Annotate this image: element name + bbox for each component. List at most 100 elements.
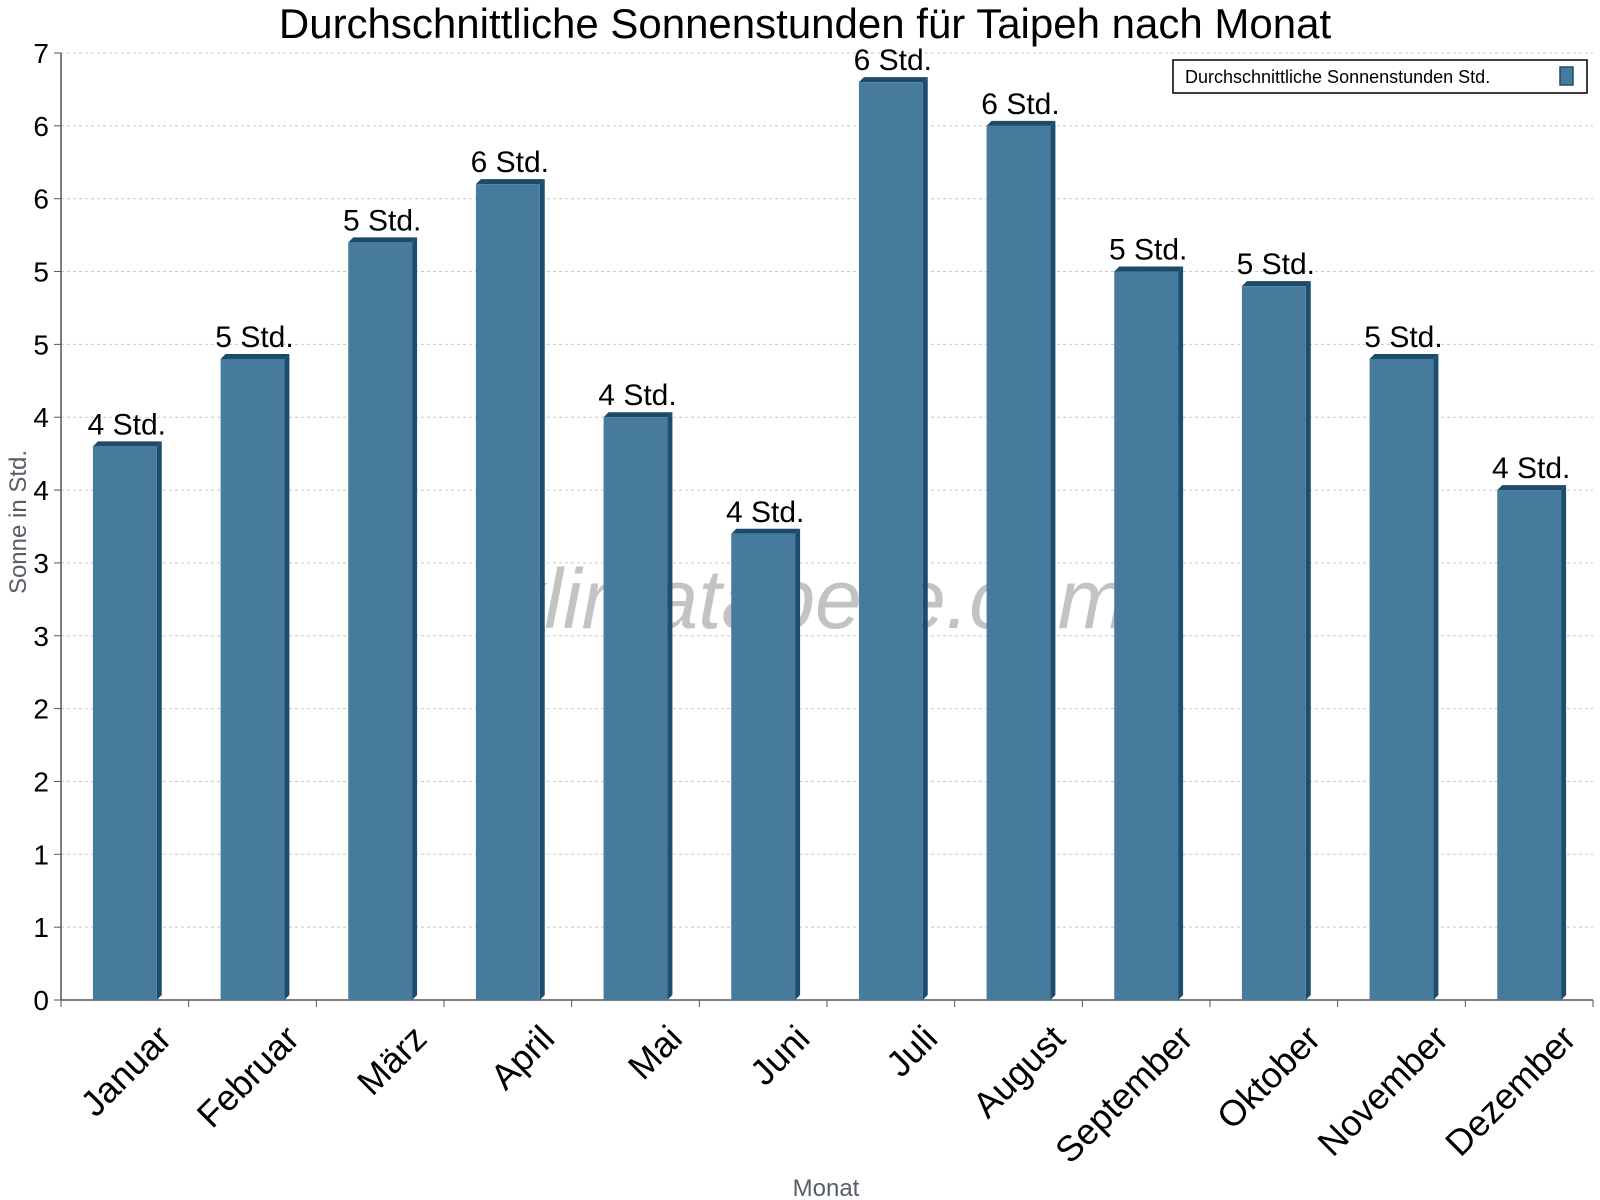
x-tick-label: November: [1309, 1017, 1455, 1163]
y-tick-labels: 0 1 1 2 2 3 3 4 4 5 5 6 6 7: [33, 38, 49, 1016]
chart-title: Durchschnittliche Sonnenstunden für Taip…: [279, 0, 1332, 47]
legend-label: Durchschnittliche Sonnenstunden Std.: [1185, 67, 1490, 87]
x-tick-labels: Januar Februar März April Mai Juni Juli AugustS…: [72, 1017, 1583, 1171]
y-tick-label: 2: [33, 694, 49, 725]
bar-top: [986, 120, 1056, 126]
x-tick-label: Januar: [72, 1017, 179, 1124]
bar-top: [475, 179, 545, 185]
bar-side: [284, 353, 290, 1000]
bar-side: [1433, 353, 1439, 1000]
y-axis-label: Sonne in Std.: [5, 450, 32, 594]
y-tick-label: 4: [33, 402, 49, 433]
x-tick-label: März: [349, 1017, 435, 1103]
y-tick-label: 2: [33, 766, 49, 797]
bar-value-label: 4 Std.: [1492, 452, 1570, 485]
bar-märz: [348, 237, 418, 1000]
bar-front: [1114, 271, 1179, 1000]
bar-front: [1369, 358, 1434, 1000]
x-tick-label: Februar: [189, 1017, 307, 1135]
x-tick-label: Oktober: [1209, 1017, 1329, 1137]
legend: Durchschnittliche Sonnenstunden Std.: [1172, 59, 1588, 94]
bar-top: [220, 353, 290, 359]
bar-januar: [92, 441, 162, 1000]
legend-swatch: [1559, 66, 1574, 86]
bar-front: [731, 533, 796, 1000]
bar-side: [922, 77, 928, 1001]
bar-top: [1241, 281, 1311, 287]
y-tick-label: 3: [33, 621, 49, 652]
bar-value-label: 5 Std.: [215, 321, 293, 354]
bar-august: [986, 120, 1056, 1001]
bar-value-label: 5 Std.: [343, 204, 421, 237]
legend-box: [1172, 59, 1588, 94]
bar-top: [1114, 266, 1184, 272]
x-tick-label: September: [1047, 1017, 1201, 1171]
bar-value-label: 6 Std.: [854, 44, 932, 77]
bar-value-labels: 4 Std. 5 Std. 5 Std. 6 Std. 4 Std. 4 Std. 6 St…: [88, 44, 1571, 529]
bar-front: [858, 82, 923, 1001]
bar-top: [348, 237, 418, 243]
bar-top: [731, 528, 801, 534]
y-tick-label: 5: [33, 329, 49, 360]
bar-juli: [858, 77, 928, 1001]
bar-side: [156, 441, 162, 1000]
y-tick-label: 7: [33, 38, 49, 69]
bar-front: [92, 446, 157, 1000]
gridlines: [61, 52, 1593, 928]
bar-top: [603, 412, 673, 418]
bar-value-label: 5 Std.: [1109, 234, 1187, 267]
bar-september: [1114, 266, 1184, 1000]
bar-side: [1305, 281, 1311, 1001]
bar-top: [1497, 485, 1567, 491]
y-tick-label: 1: [33, 839, 49, 870]
x-tick-label: April: [482, 1017, 562, 1097]
bar-value-label: 5 Std.: [1237, 248, 1315, 281]
bar-top: [858, 77, 928, 83]
bar-side: [1050, 120, 1056, 1001]
bar-april: [475, 179, 545, 1001]
bar-oktober: [1241, 281, 1311, 1001]
bar-front: [475, 184, 540, 1001]
bar-value-label: 5 Std.: [1364, 321, 1442, 354]
bar-front: [1241, 286, 1306, 1001]
bar-value-label: 6 Std.: [471, 146, 549, 179]
bar-front: [603, 417, 668, 1000]
bar-top: [92, 441, 162, 447]
bar-side: [1178, 266, 1184, 1000]
y-tick-label: 5: [33, 257, 49, 288]
bar-mai: [603, 412, 673, 1000]
x-tick-label: Mai: [620, 1017, 690, 1087]
bar-value-label: 4 Std.: [598, 379, 676, 412]
bar-side: [795, 528, 801, 1000]
bar-front: [220, 358, 285, 1000]
y-tick-label: 6: [33, 111, 49, 142]
y-tick-label: 3: [33, 548, 49, 579]
bar-november: [1369, 353, 1439, 1000]
bar-top: [1369, 353, 1439, 359]
bar-value-label: 4 Std.: [726, 496, 804, 529]
bar-front: [1497, 490, 1562, 1000]
y-tick-label: 6: [33, 184, 49, 215]
x-axis-label: Monat: [793, 1175, 860, 1200]
x-tick-label: Juni: [742, 1017, 818, 1093]
bar-dezember: [1497, 485, 1567, 1001]
bar-side: [1561, 485, 1567, 1001]
y-tick-label: 4: [33, 475, 49, 506]
x-tick-label: August: [965, 1017, 1073, 1125]
bar-side: [412, 237, 418, 1000]
bar-front: [986, 125, 1051, 1001]
bar-side: [539, 179, 545, 1001]
bar-value-label: 6 Std.: [981, 88, 1059, 121]
bar-value-label: 4 Std.: [88, 408, 166, 441]
bar-front: [348, 242, 413, 1000]
bar-februar: [220, 353, 290, 1000]
bar-side: [667, 412, 673, 1000]
y-tick-label: 1: [33, 912, 49, 943]
x-tick-label: Juli: [878, 1017, 945, 1084]
bars: [92, 77, 1567, 1001]
axes: [54, 52, 1594, 1007]
y-tick-label: 0: [33, 985, 49, 1016]
x-tick-label: Dezember: [1437, 1017, 1583, 1163]
bar-juni: [731, 528, 801, 1000]
